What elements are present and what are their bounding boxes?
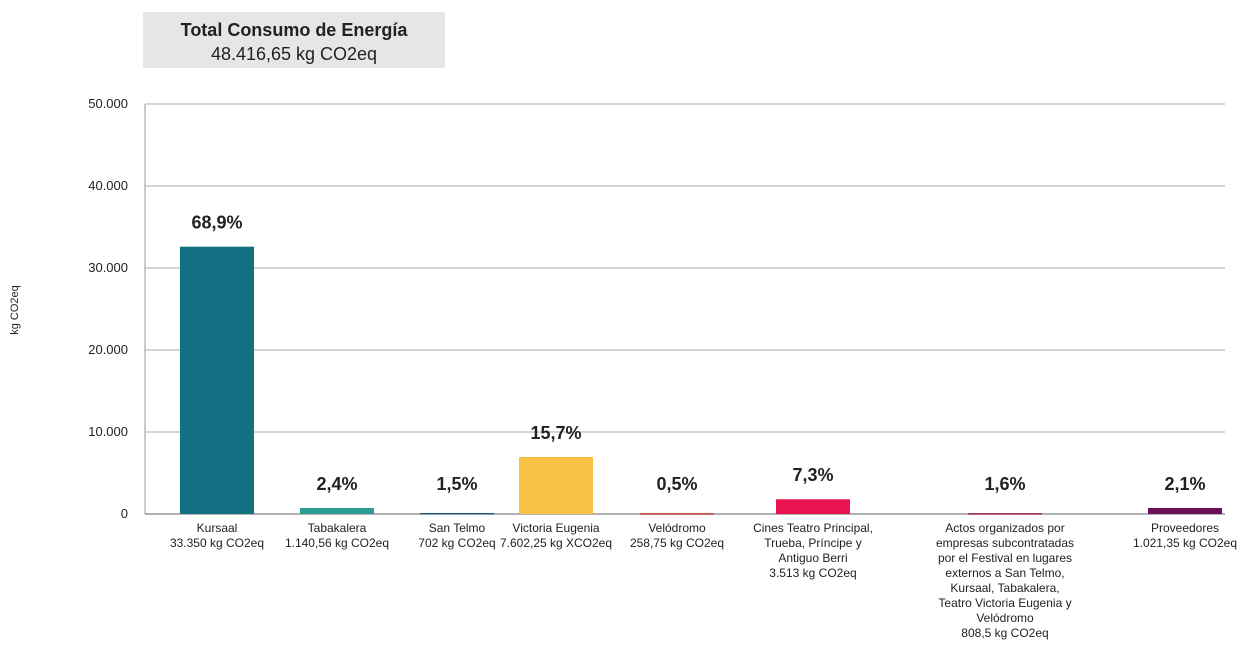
y-tick-label: 10.000 [88,424,128,439]
bar [420,513,494,515]
y-tick-label: 30.000 [88,260,128,275]
y-tick-label: 50.000 [88,96,128,111]
bar [968,513,1042,515]
percent-label: 7,3% [792,465,833,485]
y-tick-label: 20.000 [88,342,128,357]
chart-title: Total Consumo de Energía [181,20,409,40]
bar [776,499,850,514]
x-tick-label: San Telmo 702 kg CO2eq [418,521,495,550]
y-axis-label: kg CO2eq [9,285,21,335]
title-box [143,12,445,68]
x-tick-label: Cines Teatro Principal, Trueba, Príncipe … [753,521,873,580]
y-tick-label: 0 [121,506,128,521]
x-tick-label: Velódromo 258,75 kg CO2eq [630,521,724,550]
bar [180,246,254,514]
bar [519,457,593,514]
percent-label: 1,6% [984,474,1025,494]
bar [640,513,714,515]
percent-label: 2,4% [316,474,357,494]
x-tick-label: Tabakalera 1.140,56 kg CO2eq [285,521,389,550]
x-tick-label: Kursaal 33.350 kg CO2eq [170,521,264,550]
bar [300,508,374,514]
y-tick-label: 40.000 [88,178,128,193]
percent-label: 68,9% [191,213,242,233]
x-tick-label: Proveedores 1.021,35 kg CO2eq [1133,521,1237,550]
x-tick-label: Actos organizados por empresas subcontrat… [936,521,1074,640]
x-tick-label: Victoria Eugenia 7.602,25 kg XCO2eq [500,521,612,550]
chart-subtitle: 48.416,65 kg CO2eq [211,44,377,64]
percent-label: 2,1% [1164,474,1205,494]
percent-label: 1,5% [436,474,477,494]
percent-label: 15,7% [530,423,581,443]
bar [1148,508,1222,514]
percent-label: 0,5% [656,474,697,494]
